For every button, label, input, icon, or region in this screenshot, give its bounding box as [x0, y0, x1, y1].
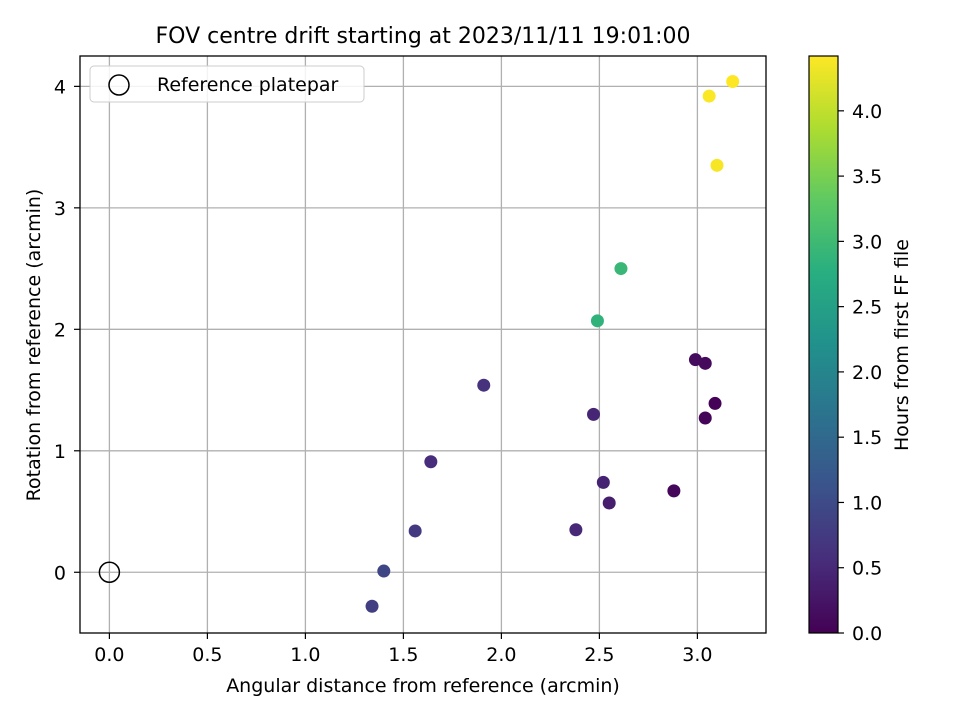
colorbar-gradient: [808, 55, 839, 634]
data-point: [408, 524, 422, 538]
data-point: [688, 353, 702, 367]
colorbar-tick-label: 4.0: [852, 101, 882, 123]
colorbar-tick-label: 3.0: [852, 231, 882, 253]
legend: Reference platepar: [89, 65, 365, 103]
colorbar-ticks: 0.0 0.5 1.0 1.5 2.0 2.5 3.0 3.5 4.0: [838, 101, 882, 645]
x-tick-label: 3.0: [682, 644, 712, 666]
x-tick-label: 2.0: [486, 644, 516, 666]
colorbar-label: Hours from first FF file: [891, 239, 913, 451]
y-tick-label: 3: [54, 198, 66, 220]
x-tick-label: 2.5: [584, 644, 614, 666]
x-tick-label: 0.0: [94, 644, 124, 666]
y-axis-label: Rotation from reference (arcmin): [23, 189, 45, 502]
colorbar-tick-label: 2.5: [852, 297, 882, 319]
colorbar-tick-label: 0.5: [852, 558, 882, 580]
x-tick-label: 1.5: [388, 644, 418, 666]
colorbar-tick-label: 1.5: [852, 427, 882, 449]
data-point: [702, 89, 716, 103]
legend-label-reference: Reference platepar: [157, 74, 339, 96]
colorbar-tick-label: 3.5: [852, 166, 882, 188]
data-point: [698, 411, 712, 425]
data-point: [614, 262, 628, 276]
data-point: [667, 484, 681, 498]
data-point: [602, 496, 616, 510]
x-tick-label: 1.0: [290, 644, 320, 666]
colorbar-tick-label: 0.0: [852, 623, 882, 645]
reference-platepar-marker: [98, 561, 121, 584]
data-point: [596, 475, 610, 489]
plot-frame: [79, 55, 767, 634]
grid-lines: [80, 56, 766, 633]
legend-box: [89, 65, 365, 103]
data-point: [710, 158, 724, 172]
y-tick-label: 4: [54, 76, 66, 98]
data-point: [424, 455, 438, 469]
colorbar-tick-label: 2.0: [852, 362, 882, 384]
axis-ticks: 0.0 0.5 1.0 1.5 2.0 2.5 3.0 0 1 2 3 4: [54, 76, 713, 666]
data-point: [590, 314, 604, 328]
x-tick-label: 0.5: [192, 644, 222, 666]
y-tick-label: 0: [54, 562, 66, 584]
legend-marker-reference: [108, 74, 130, 96]
data-points: [98, 75, 740, 613]
x-axis-label: Angular distance from reference (arcmin): [226, 675, 620, 697]
colorbar-tick-label: 1.0: [852, 492, 882, 514]
data-point: [708, 396, 722, 410]
chart-title: FOV centre drift starting at 2023/11/11 …: [156, 24, 691, 49]
data-point: [377, 564, 391, 578]
colorbar: 0.0 0.5 1.0 1.5 2.0 2.5 3.0 3.5 4.0 Hours from f…: [808, 55, 913, 645]
data-point: [569, 523, 583, 537]
data-point: [726, 75, 740, 89]
data-point: [365, 599, 379, 613]
y-tick-label: 2: [54, 319, 66, 341]
data-point: [698, 356, 712, 370]
data-point: [477, 378, 491, 392]
y-tick-label: 1: [54, 441, 66, 463]
data-point: [587, 407, 601, 421]
